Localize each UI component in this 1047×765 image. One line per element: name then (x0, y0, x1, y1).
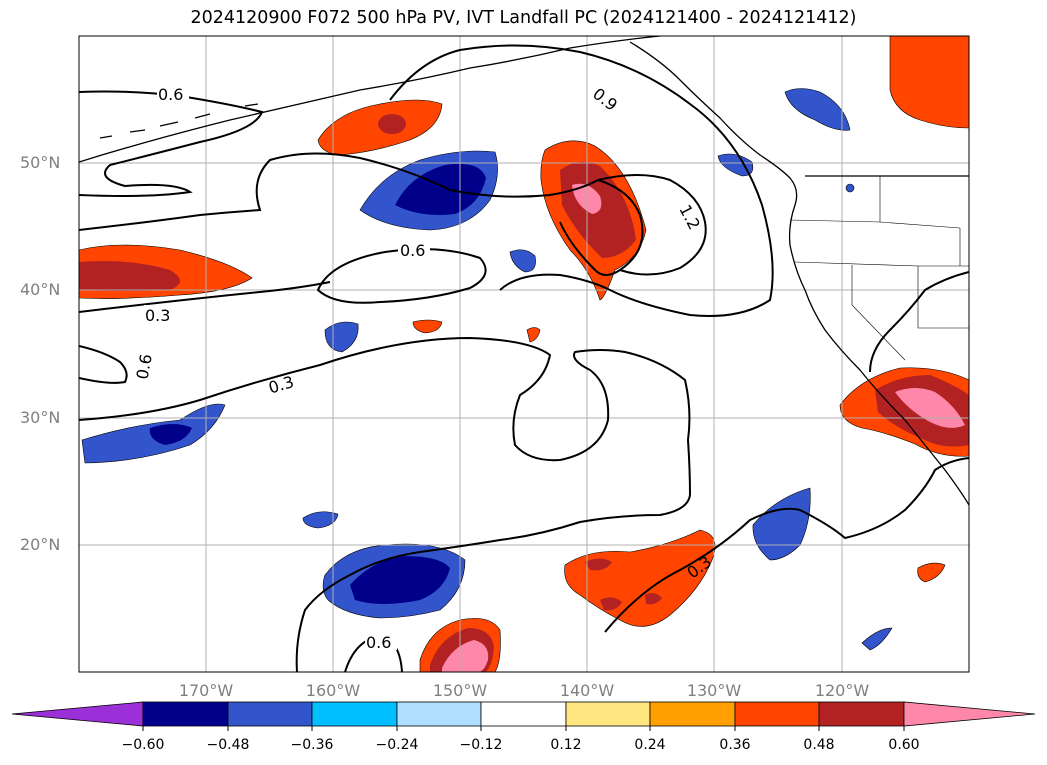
colorbar-tick-label: −0.48 (206, 737, 250, 753)
colorbar-tick-label: 0.12 (550, 737, 582, 753)
lat-label: 20°N (20, 535, 61, 554)
lat-label: 50°N (20, 153, 61, 172)
colorbar-segment (565, 701, 651, 727)
lon-label: 170°W (178, 681, 234, 700)
colorbar-tick-label: 0.48 (803, 737, 835, 753)
gridlines (79, 36, 969, 672)
map-plot-area: 0.6 0.3 0.6 0.6 0.3 0.9 1.2 0.3 0.6 (79, 36, 969, 672)
state-borders (789, 176, 969, 361)
lon-label: 160°W (305, 681, 361, 700)
colorbar-segment (734, 701, 820, 727)
pv-contours (79, 44, 969, 672)
coastlines (79, 36, 969, 506)
map-frame (78, 35, 970, 673)
figure-title: 2024120900 F072 500 hPa PV, IVT Landfall… (190, 8, 857, 28)
contour-label: 0.3 (145, 306, 170, 325)
colorbar-tick-label: 0.60 (888, 737, 920, 753)
lon-label: 130°W (686, 681, 742, 700)
colorbar-segment (142, 701, 229, 727)
colorbar-segment (818, 701, 905, 727)
colorbar (11, 701, 1036, 731)
colorbar-tick-label: −0.24 (375, 737, 419, 753)
colorbar-segment (480, 701, 567, 727)
colorbar-segment (649, 701, 736, 727)
contour-label: 0.6 (366, 633, 391, 652)
colorbar-segment (227, 701, 313, 727)
colorbar-extend-left (11, 701, 144, 727)
colorbar-extend-right (903, 701, 1036, 727)
lon-label: 150°W (432, 681, 488, 700)
lat-label: 30°N (20, 408, 61, 427)
colorbar-segment (396, 701, 482, 727)
colorbar-segment (311, 701, 398, 727)
contour-label: 0.6 (133, 352, 156, 380)
lon-label: 120°W (814, 681, 870, 700)
colorbar-tick-label: −0.60 (121, 737, 165, 753)
colorbar-tick-label: −0.36 (290, 737, 334, 753)
contour-label: 0.6 (158, 85, 183, 104)
contour-label: 0.6 (400, 241, 425, 260)
lon-label: 140°W (559, 681, 615, 700)
colorbar-tick-label: 0.36 (719, 737, 751, 753)
colorbar-tick-label: −0.12 (459, 737, 503, 753)
colorbar-tick-label: 0.24 (634, 737, 666, 753)
lat-label: 40°N (20, 280, 61, 299)
